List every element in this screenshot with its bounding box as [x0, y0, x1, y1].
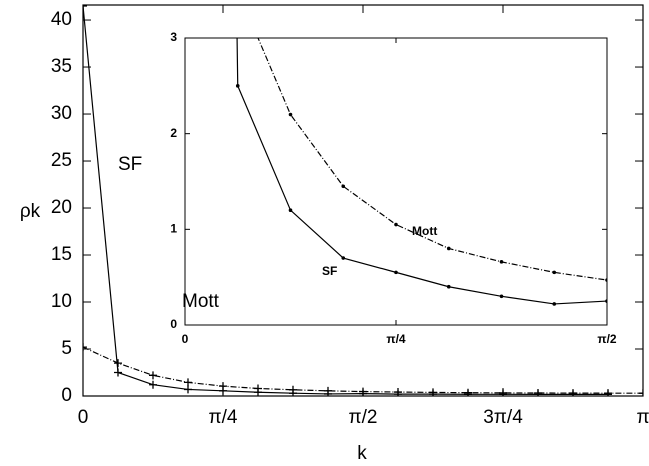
x-tick-label: π/4	[386, 332, 406, 346]
point	[446, 284, 451, 289]
point	[149, 380, 157, 389]
point	[149, 371, 157, 380]
point	[114, 359, 122, 368]
point	[235, 84, 240, 88]
y-tick-label: 0	[61, 385, 72, 406]
point	[341, 256, 346, 260]
y-tick-label: 30	[51, 103, 72, 124]
series-label: Mott	[182, 291, 220, 312]
inset-frame	[184, 37, 608, 326]
x-tick-label: π/2	[597, 332, 617, 346]
y-tick-label: 40	[51, 9, 72, 30]
point	[464, 388, 473, 396]
point	[394, 222, 398, 227]
y-tick-label: 1	[170, 222, 177, 236]
point	[324, 386, 333, 395]
x-tick-label: π/2	[349, 407, 378, 428]
point	[499, 260, 504, 264]
y-tick-label: 5	[61, 338, 72, 359]
y-tick-label: 25	[51, 150, 72, 171]
point	[605, 278, 607, 282]
point	[446, 246, 451, 251]
point	[254, 384, 263, 393]
point	[429, 388, 438, 396]
series-line	[257, 38, 607, 281]
point	[569, 389, 578, 396]
point	[552, 270, 557, 275]
y-tick-label: 0	[170, 317, 177, 331]
y-tick-label: 35	[51, 56, 72, 77]
x-tick-label: 3π/4	[483, 407, 523, 428]
x-axis-label: k	[357, 443, 367, 464]
point	[184, 385, 192, 394]
point	[359, 387, 368, 396]
point	[639, 389, 643, 396]
series-label: SF	[322, 264, 337, 278]
x-tick-label: π	[636, 407, 649, 428]
plot-area	[235, 38, 607, 306]
point	[288, 112, 293, 117]
y-tick-label: 3	[170, 30, 177, 44]
point	[499, 388, 508, 396]
plot-area	[83, 5, 643, 396]
point	[605, 299, 607, 303]
point	[499, 294, 504, 299]
point	[394, 388, 403, 396]
point	[83, 5, 87, 10]
x-tick-label: π/4	[209, 407, 238, 428]
point	[288, 208, 293, 212]
point	[604, 389, 613, 396]
point	[341, 184, 346, 189]
point	[534, 388, 543, 396]
y-tick-label: 2	[170, 126, 177, 140]
x-tick-label: 0	[78, 407, 89, 428]
point	[394, 270, 398, 275]
series-line	[83, 5, 609, 396]
point	[83, 343, 87, 352]
point	[114, 368, 122, 377]
point	[552, 302, 557, 306]
point	[184, 378, 192, 387]
y-tick-label: 15	[51, 244, 72, 265]
x-tick-label: 0	[182, 332, 189, 346]
y-tick-label: 20	[51, 197, 72, 218]
series-label: Mott	[412, 224, 437, 238]
point	[219, 382, 227, 391]
point	[289, 385, 298, 394]
series-label: SF	[118, 154, 142, 175]
y-axis-label: ρk	[20, 201, 41, 222]
y-tick-label: 10	[51, 291, 72, 312]
